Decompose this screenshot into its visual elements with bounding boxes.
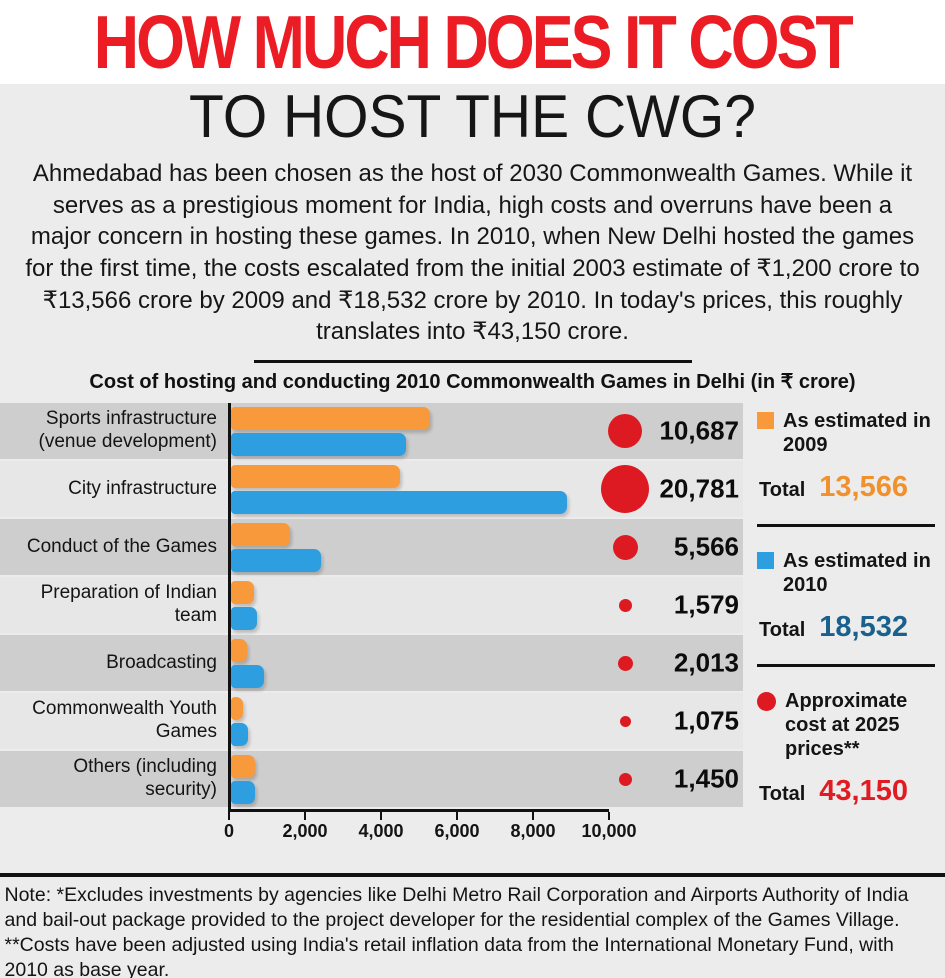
bar-2009 [231, 580, 254, 604]
x-tick-label: 0 [223, 821, 235, 842]
cost-2025-value: 1,075 [673, 705, 739, 736]
legend-swatch-blue-icon [757, 552, 774, 570]
legend-swatch-red-circle-icon [757, 692, 776, 712]
chart-row: Sports infrastructure (venue development… [0, 403, 743, 460]
x-tick-label: 8,000 [510, 821, 556, 842]
legend-swatch-orange-icon [757, 412, 774, 430]
legend: As estimated in 2009 Total 13,566 As est… [757, 409, 943, 808]
cost-2025-value: 2,013 [673, 647, 739, 678]
header: HOW MUCH DOES IT COST [0, 0, 945, 84]
x-axis-line [228, 809, 609, 813]
legend-item-2009: As estimated in 2009 Total 13,566 [757, 409, 943, 504]
main-title-red: HOW MUCH DOES IT COST [93, 0, 854, 85]
x-tick-label: 10,000 [581, 821, 637, 842]
bar-2010 [231, 490, 567, 514]
bar-2010 [231, 432, 406, 456]
row-plot: 1,579 [229, 577, 743, 633]
bar-2009 [231, 696, 243, 720]
main-title-black: TO HOST THE CWG? [189, 83, 756, 151]
cost-2025-circle-icon [618, 772, 632, 786]
cost-2025-circle-icon [619, 715, 631, 727]
category-label: City infrastructure [68, 477, 217, 499]
category-label: Others (including security) [73, 756, 217, 801]
chart-rows: Sports infrastructure (venue development… [0, 403, 743, 808]
legend-label: As estimated in 2010 [783, 550, 931, 597]
cost-2025-circle-icon [608, 414, 642, 449]
x-tick [228, 812, 230, 821]
x-tick [456, 812, 458, 821]
bar-2009 [231, 522, 290, 546]
category-label: Sports infrastructure (venue development… [38, 408, 218, 453]
category-label: Broadcasting [106, 651, 217, 673]
chart-title-divider [253, 360, 692, 364]
bar-2009 [231, 406, 430, 430]
chart-title: Cost of hosting and conducting 2010 Comm… [89, 371, 856, 394]
row-plot: 2,013 [229, 635, 743, 691]
chart-row: Preparation of Indian team 1,579 [0, 577, 743, 634]
x-tick-label: 2,000 [282, 821, 328, 842]
chart-row: Conduct of the Games 5,566 [0, 519, 743, 576]
total-2010-value: 18,532 [819, 611, 908, 644]
cost-2025-circle-icon [618, 598, 632, 612]
footnote: Note: *Excludes investments by agencies … [4, 884, 909, 978]
bar-chart: Sports infrastructure (venue development… [0, 403, 945, 865]
category-label: Conduct of the Games [26, 535, 217, 557]
legend-total-2010: Total 18,532 [759, 611, 908, 644]
x-tick [380, 812, 382, 821]
bar-2009 [231, 638, 247, 662]
intro-paragraph: Ahmedabad has been chosen as the host of… [25, 160, 920, 346]
x-tick-label: 4,000 [358, 821, 404, 842]
x-tick [304, 812, 306, 821]
cost-2025-circle-icon [617, 655, 633, 671]
cost-2025-value: 10,687 [659, 415, 739, 446]
total-2009-value: 13,566 [819, 471, 908, 504]
legend-label: Approximate cost at 2025 prices** [785, 690, 908, 761]
category-label: Commonwealth Youth Games [32, 698, 217, 743]
x-tick [532, 812, 534, 821]
cost-2025-circle-icon [612, 534, 638, 560]
legend-total-2009: Total 13,566 [759, 471, 908, 504]
chart-row: City infrastructure 20,781 [0, 461, 743, 518]
chart-row: Others (including security) 1,450 [0, 751, 743, 808]
row-plot: 1,450 [229, 751, 743, 807]
cost-2025-value: 1,450 [673, 763, 739, 794]
cost-2025-value: 5,566 [673, 531, 739, 562]
cost-2025-circle-icon [601, 465, 649, 514]
legend-divider [757, 524, 935, 528]
bar-2010 [231, 780, 255, 804]
note-divider [0, 873, 945, 878]
legend-divider [757, 664, 935, 668]
bar-2009 [231, 464, 400, 488]
y-axis-line [228, 403, 231, 813]
bar-2009 [231, 754, 255, 778]
legend-label: As estimated in 2009 [783, 410, 931, 457]
subtitle-wrap: TO HOST THE CWG? [0, 83, 945, 150]
x-tick [608, 812, 610, 821]
row-plot: 5,566 [229, 519, 743, 575]
bar-2010 [231, 664, 264, 688]
total-2025-value: 43,150 [819, 775, 908, 808]
bar-2010 [231, 548, 321, 572]
row-plot: 10,687 [229, 403, 743, 459]
legend-total-2025: Total 43,150 [759, 775, 908, 808]
row-plot: 20,781 [229, 461, 743, 517]
legend-item-2010: As estimated in 2010 Total 18,532 [757, 549, 943, 644]
category-label: Preparation of Indian team [40, 582, 217, 627]
chart-row: Commonwealth Youth Games 1,075 [0, 693, 743, 750]
chart-row: Broadcasting 2,013 [0, 635, 743, 692]
cost-2025-value: 20,781 [659, 473, 739, 504]
row-plot: 1,075 [229, 693, 743, 749]
x-tick-label: 6,000 [434, 821, 480, 842]
legend-item-2025: Approximate cost at 2025 prices** Total … [757, 689, 943, 808]
cost-2025-value: 1,579 [673, 589, 739, 620]
bar-2010 [231, 606, 257, 630]
bar-2010 [231, 722, 248, 746]
